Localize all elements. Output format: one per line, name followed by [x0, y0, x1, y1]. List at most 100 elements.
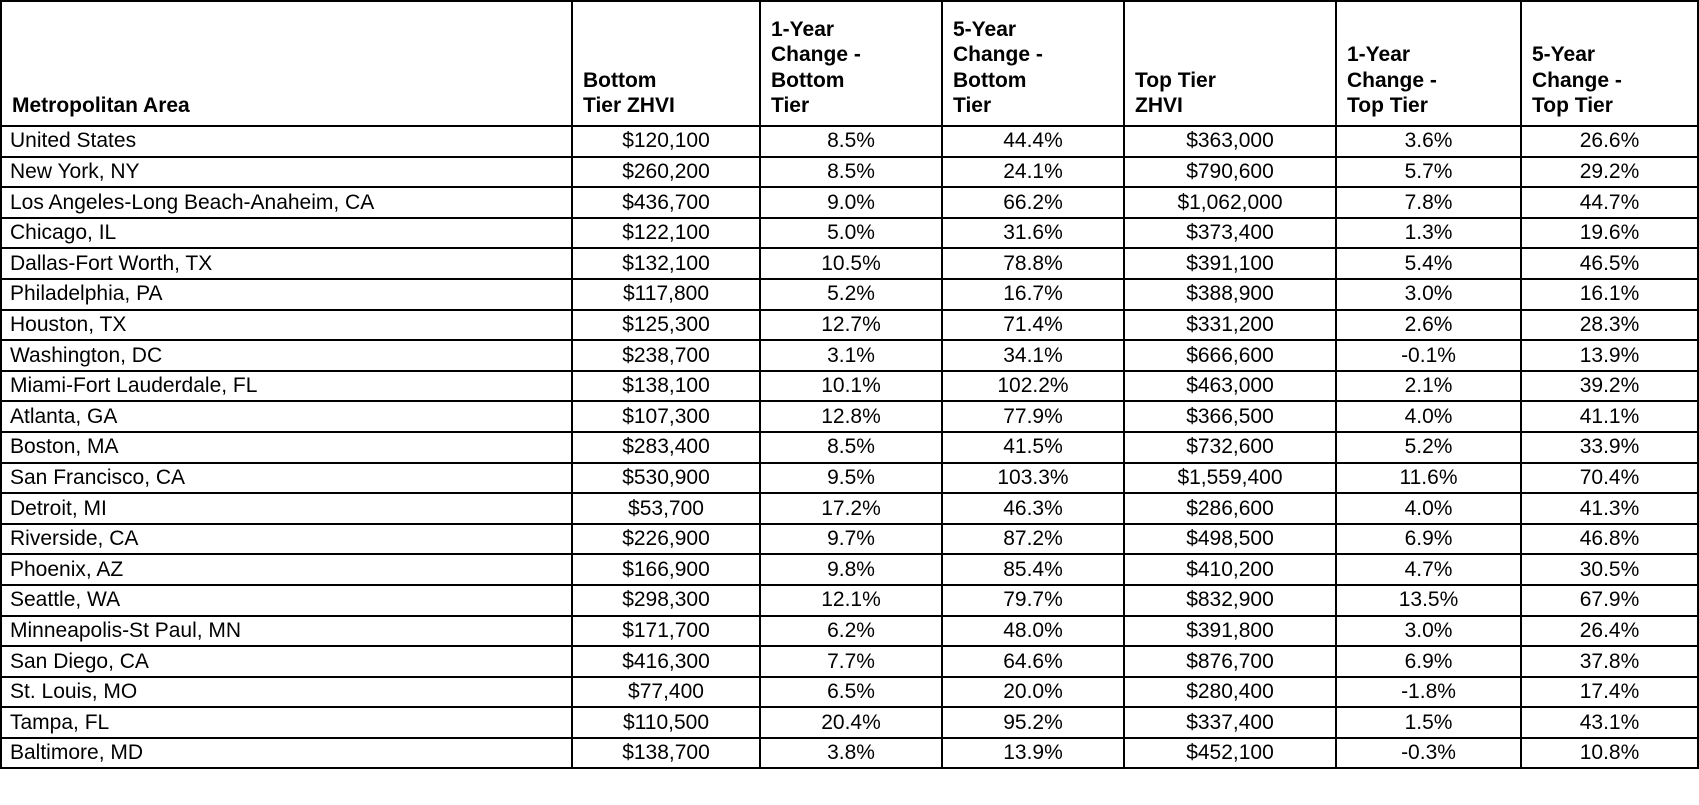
value-cell: 13.9% — [941, 736, 1125, 770]
table-row: Washington, DC $238,700 3.1% 34.1% $666,600-… — [0, 339, 1699, 372]
value-cell: 77.9% — [941, 400, 1125, 433]
column-header: Top Tier ZHVI — [1123, 0, 1337, 127]
value-cell: 70.4% — [1520, 461, 1699, 495]
value-cell: 20.4% — [759, 706, 943, 739]
value-cell: 66.2% — [941, 186, 1125, 219]
value-cell: 64.6% — [941, 645, 1125, 678]
value-cell: 41.5% — [941, 430, 1125, 464]
value-cell: 46.5% — [1520, 247, 1699, 280]
value-cell: $363,000 — [1123, 125, 1337, 158]
value-cell: -0.1% — [1335, 339, 1522, 372]
metro-area-cell: Tampa, FL — [0, 706, 573, 739]
value-cell: 16.1% — [1520, 277, 1699, 311]
metro-area-cell: Boston, MA — [0, 430, 573, 464]
metro-area-cell: Atlanta, GA — [0, 400, 573, 433]
value-cell: 20.0% — [941, 675, 1125, 709]
value-cell: 29.2% — [1520, 155, 1699, 189]
value-cell: $391,100 — [1123, 247, 1337, 280]
value-cell: 48.0% — [941, 614, 1125, 648]
column-header: 1-Year Change - Bottom Tier — [759, 0, 943, 127]
value-cell: 43.1% — [1520, 706, 1699, 739]
table-body: United States $120,100 8.5% 44.4% $363,000 3.… — [0, 125, 1699, 770]
value-cell: 7.8% — [1335, 186, 1522, 219]
metro-area-cell: Chicago, IL — [0, 216, 573, 250]
table-row: Minneapolis-St Paul, MN $171,700 6.2% 48.0%… — [0, 614, 1699, 648]
metro-area-cell: Philadelphia, PA — [0, 277, 573, 311]
value-cell: 3.1% — [759, 339, 943, 372]
value-cell: 28.3% — [1520, 308, 1699, 342]
value-cell: 4.0% — [1335, 400, 1522, 433]
column-header-label: 5-Year Change - Bottom Tier — [953, 17, 1043, 118]
value-cell: 78.8% — [941, 247, 1125, 280]
value-cell: 26.6% — [1520, 125, 1699, 158]
zhvi-table: Metropolitan Area Bottom Tier ZHVI 1-Year … — [0, 0, 1699, 770]
metro-area-cell: San Francisco, CA — [0, 461, 573, 495]
table-row: Detroit, MI $53,700 17.2% 46.3% $286,600 4.0%… — [0, 492, 1699, 525]
value-cell: 17.4% — [1520, 675, 1699, 709]
value-cell: 10.1% — [759, 369, 943, 403]
value-cell: 19.6% — [1520, 216, 1699, 250]
table-row: Tampa, FL $110,500 20.4% 95.2% $337,400 1.5% 4… — [0, 706, 1699, 739]
value-cell: 6.2% — [759, 614, 943, 648]
value-cell: 44.4% — [941, 125, 1125, 158]
table-row: Chicago, IL $122,100 5.0% 31.6% $373,400 1.3%… — [0, 216, 1699, 250]
table-row: Dallas-Fort Worth, TX $132,100 10.5% 78.8% $… — [0, 247, 1699, 280]
value-cell: $298,300 — [571, 583, 761, 617]
table-row: Riverside, CA $226,900 9.7% 87.2% $498,500 6.… — [0, 522, 1699, 556]
value-cell: 3.8% — [759, 736, 943, 770]
value-cell: 3.0% — [1335, 614, 1522, 648]
table-row: United States $120,100 8.5% 44.4% $363,000 3.… — [0, 125, 1699, 158]
table-row: Philadelphia, PA $117,800 5.2% 16.7% $388,90… — [0, 277, 1699, 311]
value-cell: 95.2% — [941, 706, 1125, 739]
table-row: St. Louis, MO $77,400 6.5% 20.0% $280,400 -1.… — [0, 675, 1699, 709]
metro-area-cell: Seattle, WA — [0, 583, 573, 617]
metro-area-cell: Minneapolis-St Paul, MN — [0, 614, 573, 648]
value-cell: $366,500 — [1123, 400, 1337, 433]
value-cell: 31.6% — [941, 216, 1125, 250]
value-cell: $463,000 — [1123, 369, 1337, 403]
table-row: Baltimore, MD $138,700 3.8% 13.9% $452,100 -0… — [0, 736, 1699, 770]
metro-area-cell: New York, NY — [0, 155, 573, 189]
table-row: Los Angeles-Long Beach-Anaheim, CA $436,7… — [0, 186, 1699, 219]
value-cell: 87.2% — [941, 522, 1125, 556]
column-header-label: 1-Year Change - Bottom Tier — [771, 17, 861, 118]
value-cell: 3.6% — [1335, 125, 1522, 158]
value-cell: $452,100 — [1123, 736, 1337, 770]
value-cell: 5.7% — [1335, 155, 1522, 189]
value-cell: 9.5% — [759, 461, 943, 495]
value-cell: $416,300 — [571, 645, 761, 678]
column-header-label: 5-Year Change - Top Tier — [1532, 43, 1622, 118]
value-cell: 102.2% — [941, 369, 1125, 403]
value-cell: 11.6% — [1335, 461, 1522, 495]
metro-area-cell: Riverside, CA — [0, 522, 573, 556]
value-cell: $666,600 — [1123, 339, 1337, 372]
column-header-label: Top Tier ZHVI — [1135, 68, 1216, 118]
value-cell: $388,900 — [1123, 277, 1337, 311]
value-cell: 26.4% — [1520, 614, 1699, 648]
table-row: Phoenix, AZ $166,900 9.8% 85.4% $410,200 4.7%… — [0, 553, 1699, 586]
value-cell: 12.1% — [759, 583, 943, 617]
table-row: Seattle, WA $298,300 12.1% 79.7% $832,900 13.… — [0, 583, 1699, 617]
value-cell: 8.5% — [759, 430, 943, 464]
value-cell: 3.0% — [1335, 277, 1522, 311]
value-cell: $876,700 — [1123, 645, 1337, 678]
value-cell: $120,100 — [571, 125, 761, 158]
value-cell: $498,500 — [1123, 522, 1337, 556]
table-row: Boston, MA $283,400 8.5% 41.5% $732,600 5.2% 3… — [0, 430, 1699, 464]
value-cell: 46.3% — [941, 492, 1125, 525]
metro-area-cell: Houston, TX — [0, 308, 573, 342]
value-cell: 24.1% — [941, 155, 1125, 189]
table-row: San Francisco, CA $530,900 9.5% 103.3% $1,55… — [0, 461, 1699, 495]
value-cell: 7.7% — [759, 645, 943, 678]
value-cell: $436,700 — [571, 186, 761, 219]
value-cell: 103.3% — [941, 461, 1125, 495]
value-cell: $1,062,000 — [1123, 186, 1337, 219]
metro-area-cell: St. Louis, MO — [0, 675, 573, 709]
column-header: Metropolitan Area — [0, 0, 573, 127]
value-cell: 4.7% — [1335, 553, 1522, 586]
value-cell: 33.9% — [1520, 430, 1699, 464]
table-row: New York, NY $260,200 8.5% 24.1% $790,600 5.7… — [0, 155, 1699, 189]
value-cell: $132,100 — [571, 247, 761, 280]
table-row: San Diego, CA $416,300 7.7% 64.6% $876,700 6.… — [0, 645, 1699, 678]
